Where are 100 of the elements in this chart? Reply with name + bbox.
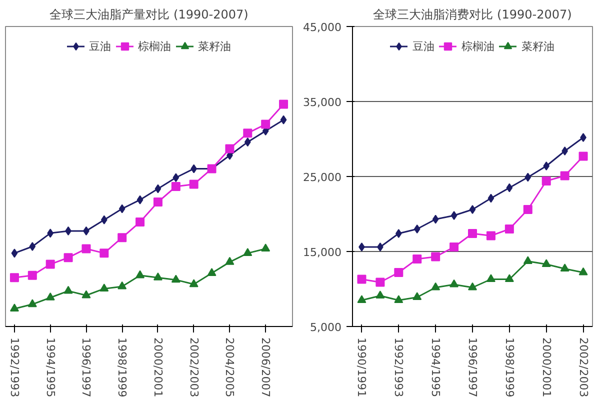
point: [28, 270, 37, 280]
point: [189, 180, 198, 189]
point: [29, 242, 36, 251]
point: [154, 184, 162, 194]
legend-label: 豆油: [89, 38, 111, 54]
point: [560, 171, 570, 180]
chart-title: 全球三大油脂产量对比 (1990-2007): [50, 8, 248, 22]
point: [504, 274, 514, 282]
point: [504, 224, 514, 234]
point: [118, 233, 127, 242]
point: [578, 152, 588, 161]
point: [468, 229, 477, 238]
x-tick-label: 1990/1991: [355, 338, 368, 398]
point: [543, 162, 550, 170]
point: [189, 279, 198, 288]
point: [450, 242, 459, 252]
point: [412, 254, 422, 264]
point: [225, 144, 234, 154]
point: [261, 120, 270, 129]
point: [244, 138, 251, 147]
x-tick-label: 2006/2007: [259, 338, 272, 398]
point: [136, 270, 145, 278]
point: [432, 214, 439, 224]
point: [562, 146, 568, 156]
point: [578, 267, 588, 276]
point: [450, 211, 458, 220]
legend-label: 棕榈油: [462, 38, 494, 54]
x-tick-label: 1998/1999: [116, 338, 129, 398]
x-tick-label: 2000/2001: [151, 338, 164, 398]
legend-label: 棕榈油: [138, 38, 171, 54]
x-tick-label: 2004/2005: [223, 338, 236, 398]
legend-label: 菜籽油: [522, 38, 554, 54]
point: [357, 274, 366, 284]
point: [450, 279, 459, 288]
point: [488, 194, 494, 203]
point: [225, 256, 234, 265]
x-tick-label: 1998/1999: [502, 338, 516, 398]
point: [469, 205, 476, 214]
point: [560, 264, 570, 272]
point: [47, 228, 54, 238]
point: [190, 164, 198, 174]
point: [431, 252, 440, 262]
point: [136, 195, 144, 204]
point: [46, 260, 55, 269]
y-tick-label: 5,000: [310, 321, 342, 334]
point: [358, 242, 365, 252]
chart-title: 全球三大油脂消费对比 (1990-2007): [373, 8, 572, 22]
point: [486, 274, 496, 282]
point: [431, 282, 440, 290]
point: [100, 215, 108, 224]
x-tick-label: 2000/2001: [540, 338, 553, 398]
point: [414, 224, 420, 234]
y-tick-label: 25,000: [303, 171, 342, 184]
point: [207, 268, 216, 276]
x-tick-label: 1996/1997: [80, 338, 93, 398]
point: [280, 115, 287, 124]
point: [261, 244, 270, 252]
point: [412, 292, 422, 300]
point: [468, 282, 477, 290]
point: [279, 100, 288, 109]
point: [394, 295, 404, 304]
point: [542, 259, 551, 268]
point: [118, 204, 126, 214]
x-tick-label: 2002/2003: [187, 338, 200, 398]
point: [542, 176, 551, 186]
point: [46, 292, 55, 300]
point: [100, 248, 109, 258]
y-tick-label: 15,000: [303, 246, 342, 259]
point: [523, 205, 532, 214]
point: [172, 173, 180, 182]
point: [243, 128, 252, 138]
x-tick-label: 1992/1993: [392, 338, 406, 398]
point: [10, 273, 19, 282]
point: [136, 218, 145, 227]
x-tick-label: 1996/1997: [466, 338, 479, 398]
point: [28, 299, 37, 308]
point: [377, 242, 384, 252]
point: [486, 231, 496, 240]
point: [376, 290, 385, 299]
point: [153, 198, 162, 207]
point: [243, 248, 252, 256]
x-tick-label: 1994/1995: [429, 338, 442, 398]
point: [395, 229, 402, 238]
y-tick-label: 35,000: [303, 96, 342, 109]
x-tick-label: 2002/2003: [576, 338, 590, 398]
point: [10, 304, 19, 312]
point: [171, 182, 180, 191]
point: [100, 284, 109, 292]
x-tick-label: 1992/1993: [8, 338, 21, 398]
point: [580, 133, 586, 142]
legend-label: 豆油: [412, 38, 434, 54]
x-tick-label: 1994/1995: [44, 338, 57, 398]
point: [376, 278, 385, 287]
point: [171, 274, 180, 283]
point: [523, 256, 532, 264]
point: [506, 183, 513, 192]
point: [153, 272, 162, 280]
point: [82, 244, 91, 254]
y-tick-label: 45,000: [303, 21, 342, 34]
point: [394, 268, 404, 277]
